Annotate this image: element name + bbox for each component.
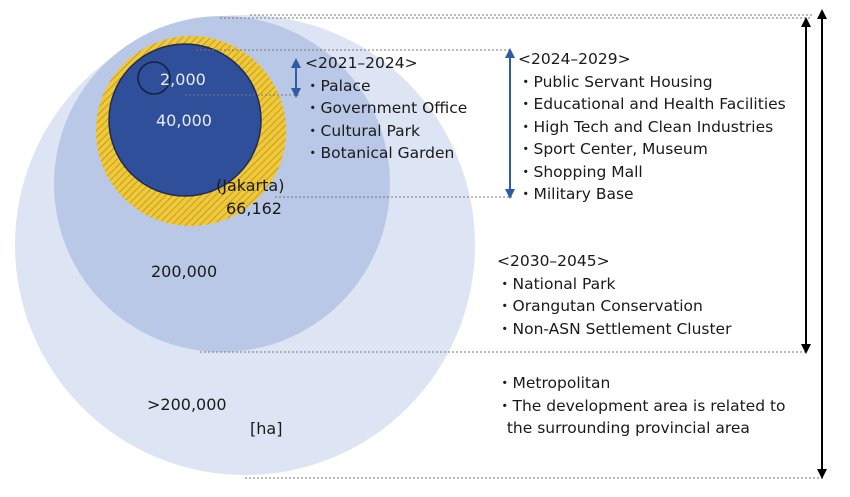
phase4-item: the surrounding provincial area — [497, 419, 750, 437]
phase1-block: <2021–2024> ・Palace ・Government Office ・… — [305, 52, 467, 165]
inner-area-label: 2,000 — [160, 70, 206, 89]
second-area-label: 200,000 — [151, 262, 218, 281]
outer-area-label: >200,000 — [147, 395, 227, 414]
phase3-item: ・Orangutan Conservation — [497, 297, 703, 315]
core-area-label: 40,000 — [156, 111, 212, 130]
phase2-heading: <2024–2029> — [518, 50, 631, 68]
inner-area-circle — [137, 61, 171, 95]
phase2-block: <2024–2029> ・Public Servant Housing ・Edu… — [518, 48, 786, 206]
phase4-block: ・Metropolitan ・The development area is r… — [497, 372, 786, 440]
phase3-block: <2030–2045> ・National Park ・Orangutan Co… — [497, 250, 731, 340]
phase2-item: ・Public Servant Housing — [518, 72, 713, 91]
phase1-item: ・Palace — [305, 76, 371, 95]
phase3-item: ・National Park — [497, 274, 616, 293]
phase1-item: ・Cultural Park — [305, 121, 420, 140]
jakarta-name-label: (Jakarta) — [216, 176, 285, 195]
phase2-item: ・Shopping Mall — [518, 162, 643, 181]
phase1-heading: <2021–2024> — [305, 54, 418, 72]
phase2-item: ・Educational and Health Facilities — [518, 95, 786, 113]
phase1-item: ・Government Office — [305, 99, 468, 117]
unit-label: [ha] — [250, 419, 283, 438]
phase1-item: ・Botanical Garden — [305, 144, 455, 162]
phase2-item: ・Sport Center, Museum — [518, 140, 708, 158]
jakarta-value-label: 66,162 — [226, 199, 282, 218]
phase3-item: ・Non-ASN Settlement Cluster — [497, 319, 732, 338]
phase2-item: ・Military Base — [518, 185, 634, 203]
phase4-item: ・Metropolitan — [497, 374, 611, 392]
phase2-item: ・High Tech and Clean Industries — [518, 117, 774, 136]
phase4-item: ・The development area is related to — [497, 396, 786, 415]
phase3-heading: <2030–2045> — [497, 252, 610, 270]
